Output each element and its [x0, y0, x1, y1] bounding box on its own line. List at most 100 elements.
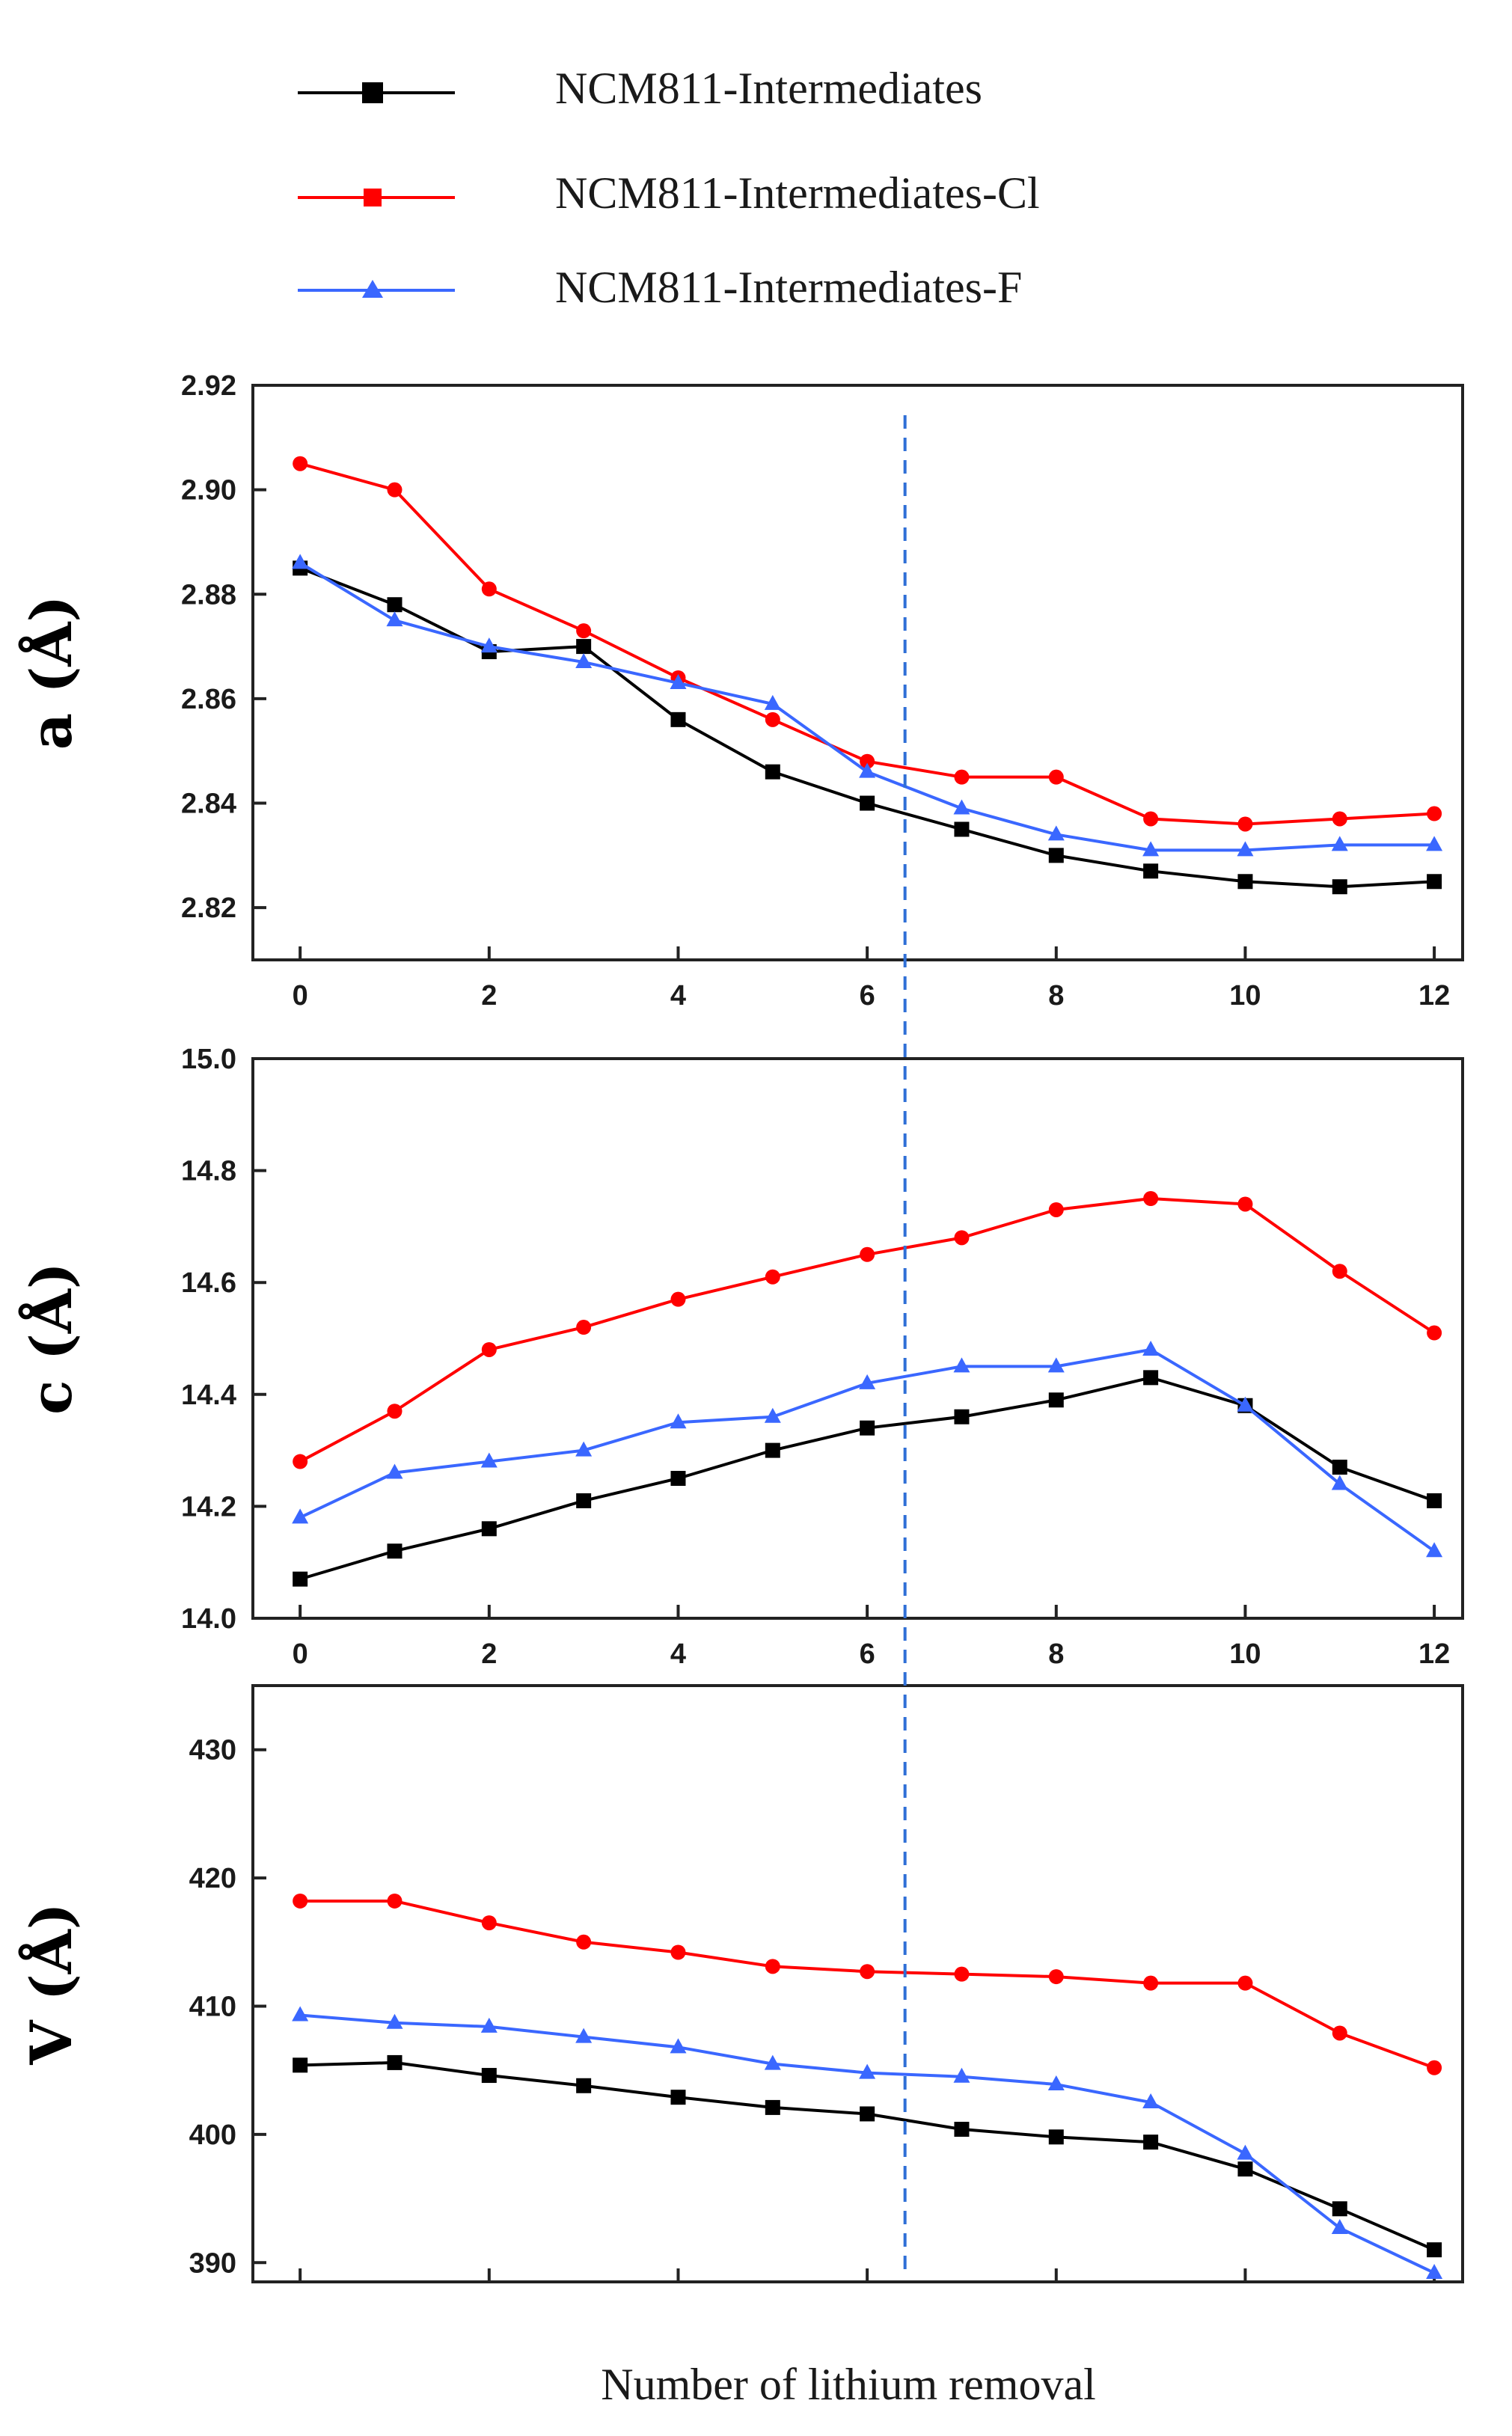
y-tick-label: 430 [189, 1735, 236, 1766]
data-point [670, 1291, 686, 1307]
data-point [293, 1893, 308, 1909]
data-point [386, 611, 403, 627]
x-tick-label: 0 [293, 980, 308, 1012]
x-tick-label: 6 [860, 980, 875, 1012]
plot-frame [251, 1057, 1464, 1620]
data-point [670, 1471, 686, 1486]
data-point [292, 1508, 309, 1524]
legend-entry-black: NCM811-Intermediates [298, 64, 982, 113]
data-point [1142, 841, 1160, 857]
data-point [387, 1543, 403, 1559]
data-point [481, 2068, 497, 2084]
y-tick-label: 2.90 [181, 475, 236, 507]
data-point [1142, 1340, 1160, 1356]
data-point [576, 1320, 592, 1335]
data-point [1143, 2134, 1159, 2150]
data-point [764, 1407, 781, 1423]
data-point [387, 482, 403, 498]
data-point [954, 821, 970, 837]
data-point [481, 1341, 497, 1357]
data-point [1332, 2201, 1347, 2217]
legend-entry-blue: NCM811-Intermediates-F [298, 263, 1022, 312]
x-tick-label: 12 [1418, 1638, 1450, 1670]
legend-marker-blue [362, 280, 383, 298]
legend-marker-red [364, 189, 382, 206]
data-point [293, 2057, 308, 2073]
x-tick-label: 4 [670, 1638, 686, 1670]
data-point [1331, 836, 1348, 851]
data-point [954, 1230, 970, 1246]
y-tick-label: 400 [189, 2120, 236, 2151]
data-point [670, 1413, 687, 1429]
data-point [1048, 1202, 1064, 1217]
data-point [953, 799, 970, 815]
plot-frame [251, 1684, 1464, 2283]
data-point [860, 1420, 875, 1436]
data-point [575, 1441, 593, 1457]
plot-frame [251, 384, 1464, 961]
data-point [481, 1521, 497, 1537]
y-tick-label: 410 [189, 1991, 236, 2022]
data-point [860, 795, 875, 811]
data-point [764, 694, 781, 710]
panel-v: 390 400 410 420 430 V (Å) [18, 1684, 1464, 2283]
data-point [1047, 2075, 1065, 2091]
data-point [765, 2099, 780, 2115]
legend-label-black: NCM811-Intermediates [555, 64, 982, 113]
data-point [953, 1357, 970, 1373]
data-point [1048, 1969, 1064, 1985]
data-point [1143, 1975, 1159, 1991]
data-point [1426, 2264, 1443, 2280]
data-point [1332, 1460, 1347, 1475]
data-point [764, 2054, 781, 2070]
y-tick-label: 15.0 [181, 1044, 236, 1075]
x-tick-label: 12 [1418, 980, 1450, 1012]
data-point [670, 2038, 687, 2054]
data-point [765, 1959, 780, 1974]
data-point [1426, 1542, 1443, 1558]
data-point [1427, 1493, 1442, 1508]
data-point [387, 2054, 403, 2070]
data-point [1142, 2093, 1160, 2109]
x-tick-label: 0 [293, 1638, 308, 1670]
data-point [386, 1463, 403, 1479]
data-point [1427, 2242, 1442, 2258]
x-tick-label: 10 [1229, 1638, 1261, 1670]
y-tick-label: 14.2 [181, 1491, 236, 1522]
data-point [1048, 848, 1064, 863]
data-point [481, 1915, 497, 1931]
data-point [576, 639, 592, 655]
data-point [1427, 1325, 1442, 1341]
y-tick-label: 2.86 [181, 684, 236, 715]
y-axis-label: V (Å) [18, 1903, 85, 2065]
data-point [1143, 1191, 1159, 1206]
legend: NCM811-Intermediates NCM811-Intermediate… [298, 64, 1040, 312]
data-point [386, 2013, 403, 2029]
data-point [480, 2017, 498, 2033]
x-tick-label: 2 [481, 1638, 497, 1670]
data-point [1332, 1264, 1347, 1279]
data-point [859, 2063, 876, 2079]
data-point [1047, 1357, 1065, 1373]
data-point [859, 762, 876, 778]
data-point [670, 2090, 686, 2105]
data-point [860, 2106, 875, 2122]
y-tick-label: 2.92 [181, 370, 236, 402]
data-point [576, 2078, 592, 2093]
data-point [1426, 836, 1443, 851]
y-axis-label: c (Å) [18, 1262, 85, 1415]
y-tick-label: 14.4 [181, 1380, 236, 1411]
x-tick-label: 10 [1229, 980, 1261, 1012]
data-point [954, 2122, 970, 2137]
data-point [293, 456, 308, 471]
data-point [575, 653, 593, 669]
data-point [860, 1964, 875, 1980]
x-tick-label: 4 [670, 980, 686, 1012]
legend-entry-red: NCM811-Intermediates-Cl [298, 168, 1040, 218]
data-point [765, 1269, 780, 1285]
x-tick-label: 8 [1048, 1638, 1064, 1670]
y-tick-label: 2.84 [181, 789, 236, 820]
data-point [1237, 874, 1253, 890]
data-point [1427, 806, 1442, 821]
data-point [387, 597, 403, 613]
